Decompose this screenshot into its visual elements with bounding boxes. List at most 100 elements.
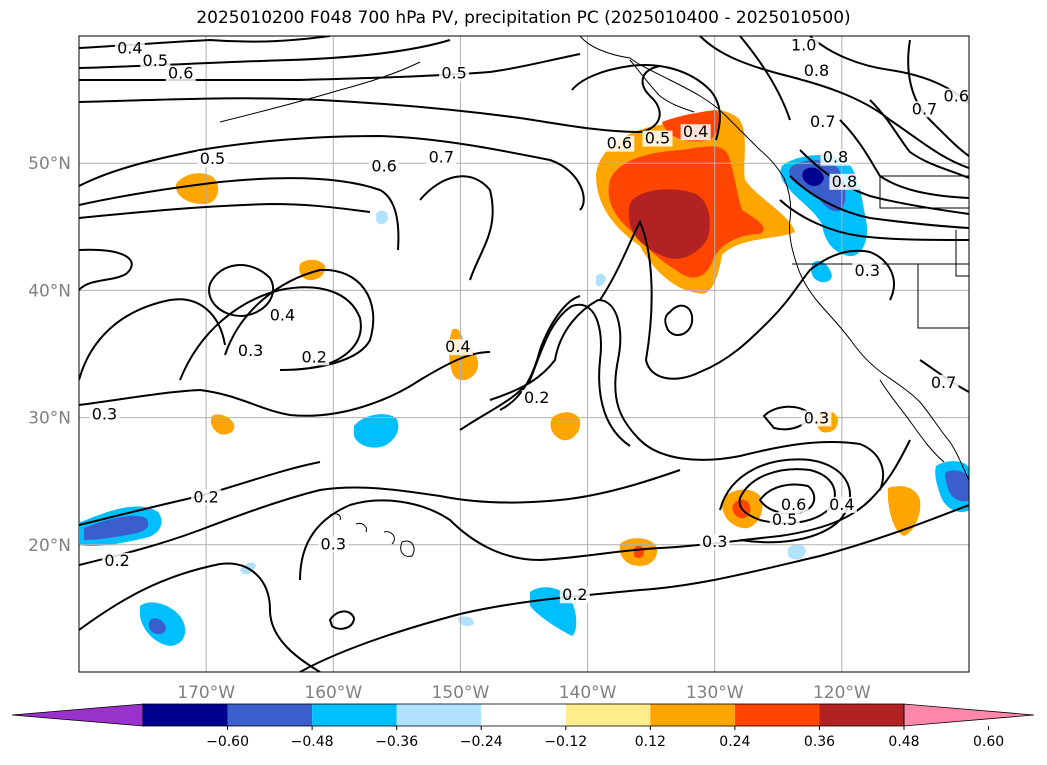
precip-positive-region (550, 412, 581, 441)
contour-label-bg (521, 390, 552, 407)
contour-line (719, 458, 851, 544)
contour-line (799, 149, 969, 215)
precip-positive-region (175, 173, 219, 205)
contour-label-bg (165, 65, 196, 82)
coastline-baja (879, 379, 945, 463)
colorbar-bin (819, 704, 904, 726)
lon-tick-label: 120°W (813, 683, 871, 703)
precip-negative-region (788, 544, 806, 560)
contour-label: 0.2 (301, 347, 326, 366)
contour-label-bg (369, 158, 400, 175)
colorbar-bin (650, 704, 735, 726)
contour-label: 0.6 (944, 87, 969, 106)
contour-label-bg (604, 135, 635, 152)
contour-line (79, 298, 226, 381)
contour-label: 0.6 (371, 157, 396, 176)
colorbar-under-extension (11, 703, 144, 727)
contour-label-bg (191, 489, 222, 506)
contour-label-bg (267, 307, 298, 324)
colorbar-tick-label: −0.24 (460, 734, 503, 750)
contour-label-bg (318, 536, 349, 553)
contour-label: 0.3 (321, 534, 346, 553)
colorbar-bin (481, 704, 566, 726)
contour-line (224, 268, 375, 371)
contour-line (869, 99, 969, 179)
colorbar-bin (396, 704, 482, 726)
colorbar-bin (227, 704, 313, 726)
contour-label: 0.7 (931, 373, 956, 392)
contour-label: 0.5 (645, 129, 670, 148)
coastline-alaska-panhandle (629, 59, 695, 113)
contour-line (419, 175, 494, 281)
contour-labels: 0.40.50.6 0.51.00.80.60.70.6 0.5 0.40.70.80… (89, 36, 969, 604)
contour-label: 0.7 (912, 99, 937, 118)
contour-label-bg (826, 496, 857, 513)
contour-label: 0.3 (804, 408, 829, 427)
contour-label-bg (642, 130, 673, 147)
contour-label: 0.5 (143, 51, 168, 70)
contour-line (839, 119, 969, 199)
contour-label: 0.4 (445, 337, 470, 356)
contour-line (489, 298, 885, 491)
contour-label: 0.2 (193, 487, 218, 506)
contour-label: 0.3 (855, 261, 880, 280)
contour-line (179, 286, 362, 381)
contour-line (79, 65, 661, 134)
contour-line (907, 39, 969, 157)
coastline-aleutians (219, 61, 421, 123)
contour-label: 0.4 (117, 38, 142, 57)
contour-label: 0.8 (823, 148, 848, 167)
colorbar-outline (142, 703, 905, 727)
colorbar-tick-label: 0.12 (635, 734, 666, 750)
colorbar-over-extension (903, 703, 1035, 727)
contour-label-bg (778, 496, 809, 513)
precip-positive-region (634, 545, 644, 559)
colorbar-bin (312, 704, 397, 726)
colorbar-bin (565, 704, 651, 726)
contour-line (758, 483, 816, 515)
contour-label-bg (439, 65, 470, 82)
colorbar-tick-label: 0.48 (888, 734, 919, 750)
contour-line (459, 303, 631, 447)
coastlines (219, 36, 969, 557)
precip-negative-region (148, 618, 166, 635)
contour-line (664, 304, 694, 337)
map-background (79, 36, 969, 672)
contour-label: 0.5 (772, 510, 797, 529)
contour-line (789, 175, 969, 229)
coastline-north-america (579, 36, 969, 481)
contour-label: 0.5 (441, 64, 466, 83)
contour-label: 0.4 (683, 122, 708, 141)
contour-line (79, 351, 491, 417)
contour-label: 0.4 (829, 495, 854, 514)
coastline-hawaii (329, 513, 415, 557)
contour-label-bg (114, 40, 145, 57)
contour-label-bg (559, 587, 590, 604)
contour-line (208, 264, 275, 318)
contour-label: 0.8 (804, 61, 829, 80)
contour-label: 0.7 (810, 112, 835, 131)
lon-tick-label: 140°W (559, 683, 617, 703)
contour-label: 0.3 (702, 532, 727, 551)
lat-tick-label: 50°N (28, 154, 71, 174)
contour-label: 0.3 (238, 341, 263, 360)
map-border (78, 35, 970, 673)
colorbar-tick-label: 0.36 (804, 734, 835, 750)
map-title: 2025010200 F048 700 hPa PV, precipitatio… (196, 8, 851, 28)
lon-tick-label: 170°W (177, 683, 235, 703)
contour-line (79, 562, 321, 672)
contour-label-bg (807, 114, 838, 131)
lon-tick-label: 150°W (432, 683, 490, 703)
longitude-tick-labels: 170°W 160°W 150°W 140°W 130°W 120°W (177, 683, 871, 703)
contour-label-bg (299, 349, 330, 366)
precip-negative-region (84, 515, 149, 540)
contour-label: 0.6 (607, 134, 632, 153)
contour-line (328, 610, 356, 630)
precip-positive-region (210, 414, 235, 435)
contour-label: 0.2 (524, 388, 549, 407)
precip-negative-region (802, 167, 824, 186)
precip-negative-region (945, 470, 969, 502)
contour-label: 0.5 (200, 149, 225, 168)
contour-line (299, 439, 911, 581)
